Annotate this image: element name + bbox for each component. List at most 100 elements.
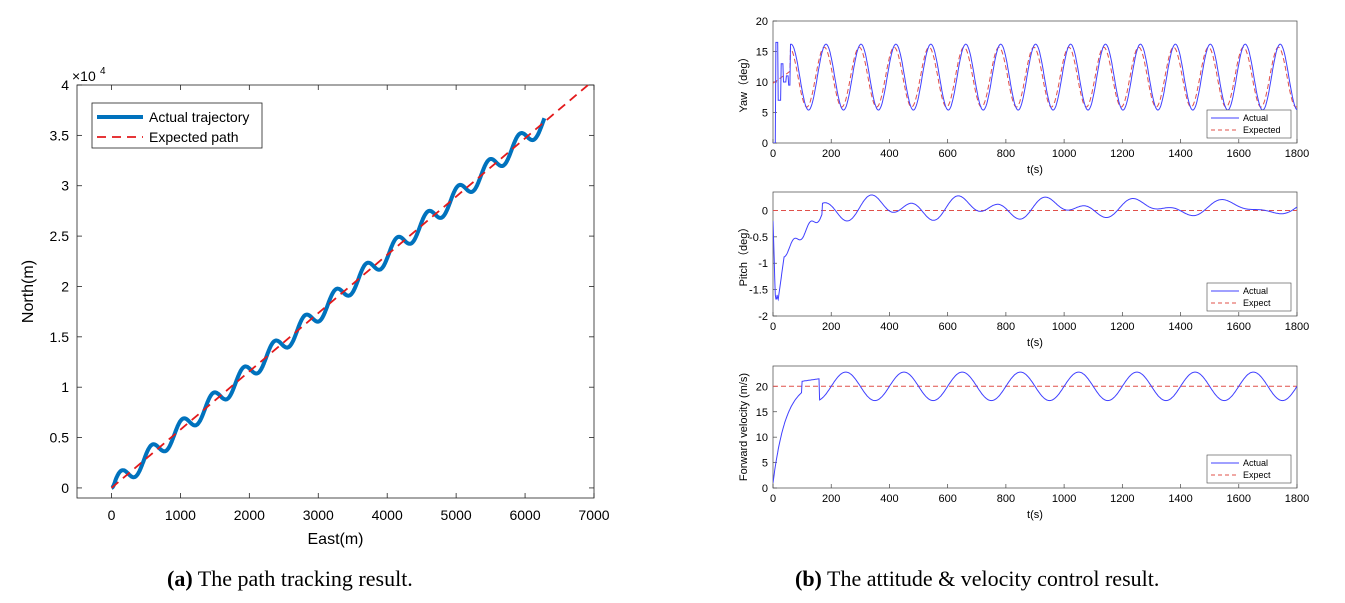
x-tick-label-b: 400 [880, 493, 898, 505]
x-tick-label-a: 2000 [234, 507, 265, 523]
y-tick-label-a: 2.5 [50, 228, 70, 244]
y-tick-label-a: 1.5 [50, 329, 70, 345]
legend-a-box [91, 102, 263, 149]
x-tick-label-b: 1600 [1227, 148, 1251, 160]
x-axis-label-a: East(m) [308, 531, 364, 548]
x-tick-label-a: 0 [108, 507, 116, 523]
x-tick-label-b: 400 [880, 148, 898, 160]
y-tick-label-a: 3.5 [50, 127, 70, 143]
x-axis-label-b: t(s) [1027, 337, 1043, 349]
y-tick-label-b: -0.5 [749, 232, 768, 244]
caption-a: (a) The path tracking result. [167, 566, 413, 592]
expected-path-line [110, 85, 590, 489]
x-tick-label-a: 5000 [441, 507, 472, 523]
y-axis-label-b: Pitch（deg） [737, 222, 750, 287]
y-tick-label-b: 10 [756, 432, 768, 444]
y-tick-label-b: 0 [762, 138, 768, 150]
y-tick-label-b: -1.5 [749, 285, 768, 297]
legend-actual-label: Actual [1243, 458, 1268, 468]
x-tick-label-b: 1600 [1227, 493, 1251, 505]
x-tick-label-b: 1000 [1052, 321, 1076, 333]
y-tick-label-a: 4 [61, 77, 69, 93]
subplot-data [773, 194, 1297, 302]
y-tick-label-a: 2 [61, 278, 69, 294]
y-axis-label-a: North(m) [20, 260, 37, 323]
actual-trajectory-line [110, 117, 547, 490]
y-tick-label-a: 0 [61, 480, 69, 496]
y-exponent-power: 4 [100, 66, 106, 77]
subplot-legend-box [1206, 454, 1292, 484]
subplot-legend: Actual Expect [1206, 454, 1292, 484]
subplot-legend: Actual Expected [1206, 109, 1292, 139]
x-tick-label-b: 0 [770, 493, 776, 505]
x-tick-label-b: 1200 [1110, 321, 1134, 333]
actual-line [773, 371, 1297, 483]
x-tick-label-a: 4000 [372, 507, 403, 523]
x-tick-label-a: 6000 [509, 507, 540, 523]
legend-expected-label: Expected [1243, 125, 1281, 135]
y-tick-label-b: 0 [762, 483, 768, 495]
x-tick-label-b: 1600 [1227, 321, 1251, 333]
x-tick-label-b: 1000 [1052, 148, 1076, 160]
y-exponent-label: ×10 [72, 68, 96, 84]
y-tick-label-b: 20 [756, 16, 768, 28]
legend-a: Actual trajectory Expected path [91, 102, 263, 149]
subplot-legend-box [1206, 109, 1292, 139]
legend-expected-label: Expect [1243, 298, 1271, 308]
y-axis-label-b: Yaw（deg） [737, 52, 750, 113]
x-tick-label-b: 800 [997, 493, 1015, 505]
x-tick-label-b: 1200 [1110, 493, 1134, 505]
subplot-legend: Actual Expect [1206, 282, 1292, 312]
plot-a-data [110, 85, 590, 490]
y-tick-label-b: 15 [756, 47, 768, 59]
x-tick-label-b: 200 [822, 321, 840, 333]
actual-line [773, 194, 1297, 302]
x-tick-label-a: 1000 [165, 507, 196, 523]
x-tick-label-b: 1400 [1168, 321, 1192, 333]
caption-b: (b) The attitude & velocity control resu… [795, 566, 1159, 592]
legend-expected-label: Expect [1243, 470, 1271, 480]
x-tick-label-b: 600 [938, 493, 956, 505]
legend-actual-label: Actual [1243, 286, 1268, 296]
y-tick-label-b: 5 [762, 108, 768, 120]
subplot-3: 0 200 400 600 800 1000 1200 1400 1600 1800 0 5 10 15 2… [738, 365, 1309, 521]
y-tick-label-b: 15 [756, 407, 768, 419]
x-tick-label-a: 7000 [578, 507, 609, 523]
caption-b-text: The attitude & velocity control result. [827, 566, 1160, 591]
subplot-legend-box [1206, 282, 1292, 312]
x-tick-label-b: 200 [822, 148, 840, 160]
x-tick-label-b: 1800 [1285, 148, 1309, 160]
legend-actual-label: Actual [1243, 113, 1268, 123]
x-tick-label-b: 1000 [1052, 493, 1076, 505]
caption-b-label: (b) [795, 566, 822, 591]
path-tracking-chart: 0 1000 2000 3000 4000 5000 6000 7000 0 0.5 1 1.5 2 2.… [20, 66, 610, 548]
x-tick-label-b: 600 [938, 321, 956, 333]
subplot-1: 0 200 400 600 800 1000 1200 1400 1600 1800 0 5 10 15 2… [737, 16, 1309, 176]
caption-a-label: (a) [167, 566, 193, 591]
subplot-data [773, 371, 1297, 483]
legend-a-actual-label: Actual trajectory [149, 109, 249, 125]
y-tick-label-b: 20 [756, 381, 768, 393]
x-tick-label-b: 800 [997, 321, 1015, 333]
y-tick-label-b: 10 [756, 77, 768, 89]
y-tick-label-b: 0 [762, 205, 768, 217]
expected-line [773, 46, 1297, 108]
x-tick-label-b: 1800 [1285, 493, 1309, 505]
subplot-2: 0 200 400 600 800 1000 1200 1400 1600 1800 -2 -1.5 -… [737, 191, 1309, 349]
y-tick-label-a: 3 [61, 178, 69, 194]
x-tick-label-b: 600 [938, 148, 956, 160]
x-axis-label-b: t(s) [1027, 164, 1043, 176]
x-tick-label-b: 1400 [1168, 148, 1192, 160]
x-tick-label-b: 0 [770, 321, 776, 333]
x-tick-label-a: 3000 [303, 507, 334, 523]
x-tick-label-b: 400 [880, 321, 898, 333]
y-tick-label-b: 5 [762, 458, 768, 470]
x-tick-label-b: 1200 [1110, 148, 1134, 160]
x-tick-label-b: 1800 [1285, 321, 1309, 333]
y-tick-label-b: -1 [758, 258, 768, 270]
legend-a-expected-label: Expected path [149, 129, 239, 145]
caption-a-text: The path tracking result. [197, 566, 413, 591]
y-tick-label-a: 0.5 [50, 430, 70, 446]
subplot-data [773, 41, 1297, 143]
